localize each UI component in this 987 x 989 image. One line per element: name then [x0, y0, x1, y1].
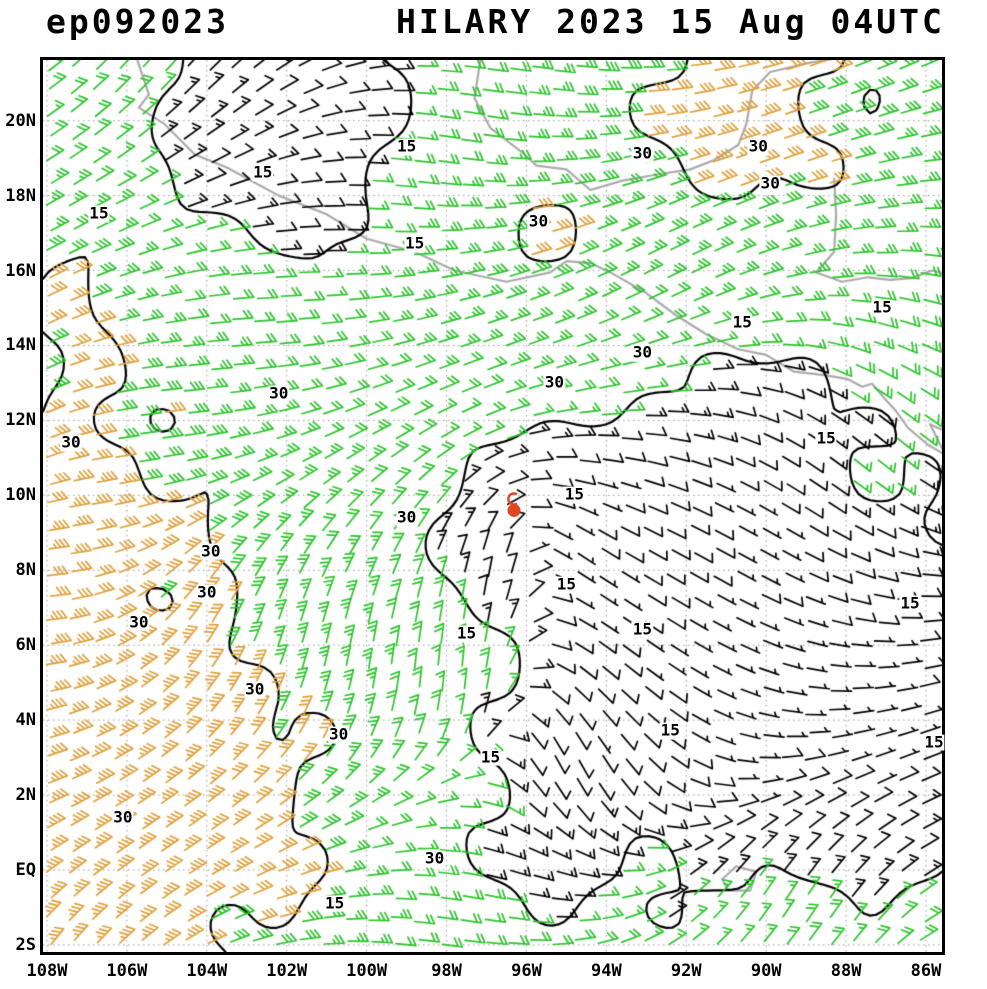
x-axis-label: 96W [511, 961, 542, 981]
x-axis-label: 108W [26, 961, 68, 981]
contour-label: 15 [455, 623, 478, 643]
contour-label: 15 [252, 162, 274, 182]
contour-label: 30 [268, 383, 290, 403]
wind-barb-canvas [43, 60, 942, 952]
y-axis-label: 18N [5, 185, 36, 206]
contour-label: 15 [88, 203, 110, 223]
contour-label: 30 [543, 372, 566, 392]
contour-label: 15 [395, 136, 418, 156]
y-axis-label: 4N [15, 710, 36, 731]
contour-label: 15 [631, 619, 653, 639]
x-axis-label: 102W [266, 961, 308, 981]
x-axis-label: 94W [591, 961, 622, 981]
contour-label: 30 [423, 848, 446, 868]
contour-label: 15 [923, 732, 945, 752]
contour-label: 30 [631, 144, 653, 164]
contour-label: 30 [631, 342, 653, 362]
contour-label: 15 [871, 297, 893, 317]
x-axis-label: 100W [346, 961, 388, 981]
contour-label: 30 [328, 724, 350, 744]
x-axis-label: 90W [750, 961, 782, 981]
y-axis-label: EQ [15, 859, 36, 880]
y-axis-label: 20N [5, 110, 36, 131]
main-title: HILARY 2023 15 Aug 04UTC [396, 2, 945, 41]
x-axis-label: 106W [106, 961, 148, 981]
x-axis-label: 98W [431, 961, 462, 981]
contour-label: 15 [555, 574, 578, 594]
y-axis-label: 10N [5, 485, 36, 506]
contour-label: 30 [527, 211, 550, 231]
y-axis-label: 16N [5, 260, 36, 281]
contour-label: 15 [899, 593, 921, 613]
contour-label: 30 [128, 612, 150, 632]
contour-label: 30 [196, 582, 218, 602]
y-axis-label: 2S [15, 934, 36, 955]
contour-label: 30 [200, 541, 222, 561]
contour-label: 15 [403, 233, 426, 253]
y-axis-label: 12N [5, 410, 36, 431]
contour-label: 15 [563, 484, 586, 504]
tropical-storm-icon [507, 492, 521, 517]
storm-id-title: ep092023 [46, 2, 229, 41]
y-axis-label: 14N [5, 335, 36, 356]
y-axis-label: 6N [15, 635, 36, 656]
y-axis-label: 8N [15, 560, 36, 581]
contour-label: 15 [324, 893, 346, 913]
contour-label: 30 [759, 173, 781, 193]
contour-label: 30 [244, 679, 266, 699]
x-axis-label: 88W [830, 961, 862, 981]
contour-label: 30 [60, 432, 82, 452]
x-axis-label: 86W [910, 961, 942, 981]
contour-label: 30 [395, 507, 418, 527]
contour-label: 15 [731, 312, 753, 332]
map-plot: 15 15 15 15 30 30 30 30 15 15 30 30 30 30 15 15 30 30 15 30… [40, 57, 945, 955]
contour-label: 15 [479, 747, 502, 767]
contour-label: 15 [659, 720, 681, 740]
contour-label: 30 [747, 136, 769, 156]
x-axis-label: 92W [670, 961, 702, 981]
contour-label: 30 [112, 807, 134, 827]
contour-label: 15 [815, 428, 837, 448]
y-axis-label: 2N [15, 785, 36, 806]
x-axis-label: 104W [186, 961, 228, 981]
